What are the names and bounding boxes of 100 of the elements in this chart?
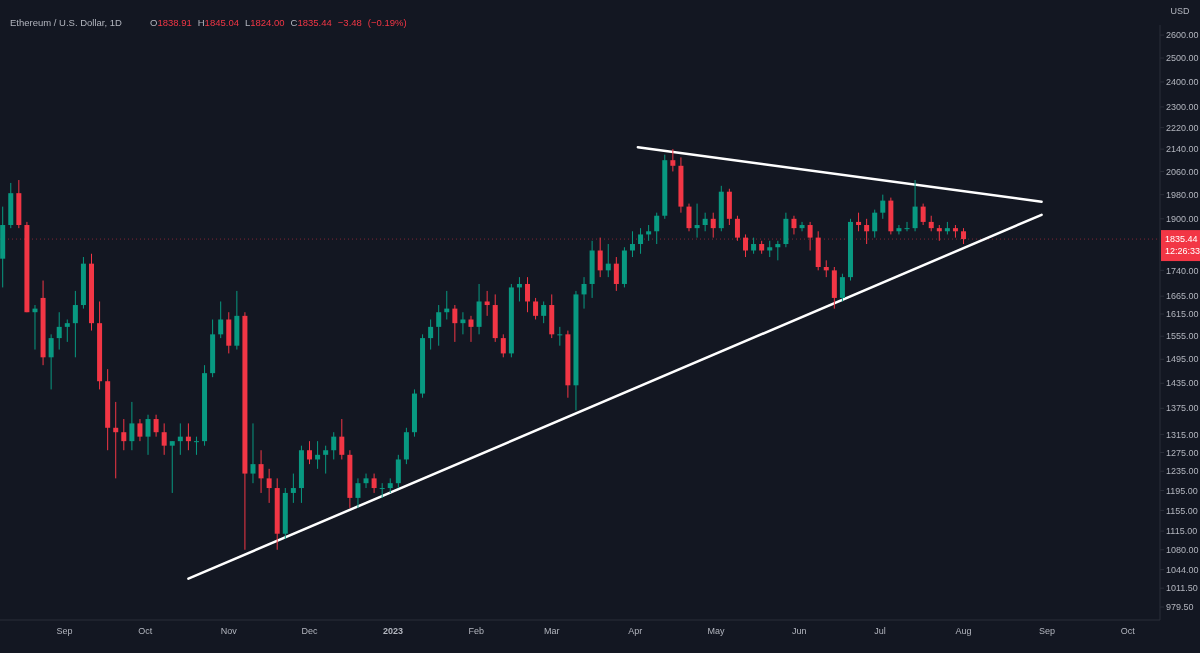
candlestick: [638, 227, 644, 255]
y-tick-label: 2500.00: [1166, 53, 1199, 64]
candlestick: [250, 422, 256, 484]
y-tick-label: 979.50: [1166, 602, 1194, 613]
candlestick: [258, 449, 264, 494]
y-tick-label: 1900.00: [1166, 213, 1199, 224]
candlestick: [597, 237, 603, 278]
candlestick: [363, 473, 369, 489]
chart-title: Ethereum / U.S. Dollar, 1D: [10, 17, 123, 28]
candlestick: [379, 482, 385, 499]
y-tick-label: 1011.50: [1166, 583, 1198, 594]
candlestick: [428, 319, 434, 351]
x-tick-label: Apr: [628, 626, 643, 636]
candlestick: [541, 300, 547, 324]
candlestick: [896, 224, 902, 235]
x-tick-label: Oct: [138, 626, 153, 636]
x-tick-label: Jun: [792, 626, 807, 636]
candlestick: [839, 273, 845, 302]
candlestick: [339, 418, 345, 460]
y-tick-label: 1080.00: [1166, 544, 1199, 555]
candlestick: [904, 221, 910, 232]
candlestick: [307, 440, 313, 465]
candlestick: [323, 445, 329, 475]
candlestick: [436, 304, 442, 347]
y-tick-label: 1115.00: [1166, 526, 1198, 537]
candlestick: [355, 477, 361, 509]
candlestick: [654, 212, 660, 245]
candlestick: [629, 230, 635, 258]
candlestick: [153, 414, 159, 438]
text: O1838.91 H1845.04 L1824.00 C1835.44 −3.48 (−0.19%): [150, 17, 407, 28]
candlestick: [266, 468, 272, 504]
candlestick: [193, 436, 199, 456]
candlestick: [613, 256, 619, 292]
candlestick: [581, 276, 587, 310]
candlestick: [56, 311, 62, 351]
x-tick-label: Mar: [543, 626, 560, 636]
candlestick: [525, 276, 531, 313]
candlestick: [145, 414, 151, 456]
text: 12:26:33: [1165, 246, 1200, 257]
candlestick: [605, 243, 611, 278]
x-tick-label: Sep: [1038, 626, 1055, 636]
candlestick: [791, 215, 797, 235]
candlestick: [856, 212, 862, 232]
candlestick: [920, 203, 926, 226]
x-tick-label: Nov: [220, 626, 238, 636]
y-tick-label: 1740.00: [1166, 265, 1199, 276]
candlestick: [452, 304, 458, 343]
candlestick: [137, 418, 143, 442]
candlestick: [743, 233, 749, 258]
y-tick-label: 1980.00: [1166, 189, 1199, 200]
candlestick: [702, 212, 708, 232]
ref-line-label: 1835.44: [1165, 234, 1198, 245]
candlestick: [48, 333, 54, 390]
candlestick: [395, 454, 401, 489]
candlestick: [185, 422, 191, 451]
y-tick-label: 1555.00: [1166, 331, 1199, 342]
candlestick: [775, 240, 781, 261]
y-tick-label: 1615.00: [1166, 309, 1199, 320]
y-tick-label: 1665.00: [1166, 291, 1199, 302]
candlestick: [807, 221, 813, 251]
y-tick-label: 2600.00: [1166, 30, 1199, 41]
candlestick: [72, 290, 78, 358]
y-tick-label: 2400.00: [1166, 77, 1199, 88]
candlestick: [113, 401, 119, 479]
candlestick: [169, 440, 175, 494]
y-tick-label: 1495.00: [1166, 354, 1199, 365]
y-tick-label: 1435.00: [1166, 378, 1199, 389]
x-tick-label: May: [707, 626, 725, 636]
candlestick: [331, 431, 337, 460]
candlestick: [686, 203, 692, 232]
y-tick-label: 1315.00: [1166, 429, 1199, 440]
candlestick: [290, 473, 296, 504]
candlestick: [557, 326, 563, 347]
candlestick: [468, 315, 474, 343]
candlestick: [694, 203, 700, 239]
candlestick: [710, 212, 716, 239]
candlestick: [218, 300, 224, 339]
y-tick-label: 2220.00: [1166, 122, 1199, 133]
candlestick: [161, 422, 167, 456]
candlestick: [129, 401, 135, 451]
candlestick: [500, 333, 506, 358]
candlestick: [533, 297, 539, 320]
y-axis-title: USD: [1170, 6, 1190, 16]
y-tick-label: 1375.00: [1166, 403, 1199, 414]
y-tick-label: 1155.00: [1166, 505, 1198, 516]
candlestick: [121, 418, 127, 451]
candlestick: [912, 179, 918, 232]
candlestick: [872, 209, 878, 239]
candlestick: [880, 194, 886, 220]
candlestick: [734, 215, 740, 242]
candlestick: [460, 311, 466, 335]
x-tick-label: Aug: [955, 626, 972, 636]
candlestick: [371, 473, 377, 494]
x-tick-label: Feb: [468, 626, 485, 636]
y-tick-label: 1235.00: [1166, 466, 1199, 477]
x-tick-label: Dec: [301, 626, 319, 636]
candlestick: [799, 221, 805, 232]
y-tick-label: 2060.00: [1166, 166, 1199, 177]
candlestick: [670, 148, 676, 172]
y-tick-label: 1275.00: [1166, 447, 1199, 458]
